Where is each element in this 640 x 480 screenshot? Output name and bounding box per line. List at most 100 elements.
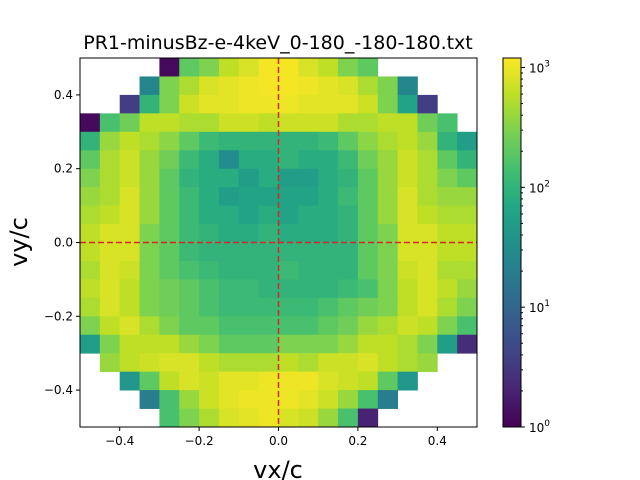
heatmap-cell (159, 131, 180, 151)
heatmap-cell (338, 224, 359, 243)
heatmap-cell (417, 187, 438, 206)
heatmap-cell (377, 224, 398, 243)
heatmap-cell (199, 224, 220, 243)
heatmap-cell (218, 168, 240, 188)
y-tick-label: −0.2 (44, 309, 73, 323)
heatmap-cell (338, 76, 359, 96)
heatmap-cell (457, 297, 478, 317)
heatmap-cell (278, 260, 299, 280)
heatmap-cell (417, 224, 438, 243)
heatmap-cell (278, 187, 299, 206)
heatmap-cell (199, 371, 220, 391)
heatmap-cell (298, 279, 319, 299)
heatmap-cell (179, 58, 200, 77)
heatmap-cell (457, 334, 478, 354)
y-axis-ticks: −0.4 −0.2 0.0 0.2 0.4 (44, 88, 80, 397)
heatmap-cell (457, 279, 478, 299)
heatmap-cell (318, 150, 339, 170)
heatmap-cell (397, 353, 418, 373)
heatmap-cell (80, 224, 101, 243)
heatmap-cell (238, 187, 260, 206)
heatmap-cell (318, 131, 339, 151)
heatmap-cell (357, 371, 379, 391)
heatmap-cell (377, 187, 398, 206)
heatmap-cell (298, 353, 319, 373)
heatmap-cell (417, 205, 438, 225)
colorbar-tick-label: 103 (529, 59, 550, 75)
heatmap-cell (298, 131, 319, 151)
heatmap-cell (99, 334, 121, 354)
heatmap-cell (298, 76, 319, 96)
heatmap-cell (159, 242, 180, 262)
heatmap-cell (99, 205, 121, 225)
heatmap-cell (338, 187, 359, 206)
heatmap-cell (119, 150, 140, 170)
heatmap-cell (357, 316, 379, 336)
heatmap-cell (278, 58, 299, 77)
heatmap-cell (278, 334, 299, 354)
heatmap-cell (179, 224, 200, 243)
heatmap-cell (119, 224, 140, 243)
heatmap-cell (159, 316, 180, 336)
heatmap-cell (318, 390, 339, 409)
heatmap-cell (298, 150, 319, 170)
heatmap-cell (199, 94, 220, 114)
heatmap-cell (179, 168, 200, 188)
heatmap-cell (377, 242, 398, 262)
heatmap-cell (199, 242, 220, 262)
heatmap-cell (139, 316, 160, 336)
heatmap-cell (139, 150, 160, 170)
heatmap-cell (357, 224, 379, 243)
heatmap-cell (437, 242, 458, 262)
x-tick-label: −0.4 (105, 434, 134, 448)
heatmap-cell (139, 94, 160, 114)
heatmap-cell (397, 168, 418, 188)
y-axis-label: vy/c (5, 217, 33, 267)
heatmap-cell (199, 334, 220, 354)
heatmap-cell (218, 353, 240, 373)
heatmap-cell (139, 297, 160, 317)
heatmap-cell (139, 76, 160, 96)
heatmap-cell (80, 113, 101, 133)
heatmap-cell (139, 260, 160, 280)
heatmap-cell (139, 131, 160, 151)
heatmap-cell (218, 260, 240, 280)
heatmap-cell (238, 168, 260, 188)
heatmap-cell (298, 113, 319, 133)
heatmap-cell (179, 131, 200, 151)
heatmap-cell (357, 353, 379, 373)
heatmap-cell (437, 224, 458, 243)
heatmap-cell (258, 334, 279, 354)
heatmap-cell (298, 408, 319, 428)
x-tick-label: 0.2 (348, 434, 367, 448)
x-tick-label: −0.2 (185, 434, 214, 448)
heatmap-cell (80, 205, 101, 225)
heatmap-cell (238, 205, 260, 225)
heatmap-cell (218, 94, 240, 114)
heatmap-cell (278, 390, 299, 409)
heatmap-cell (179, 279, 200, 299)
heatmap-cell (80, 316, 101, 336)
heatmap-cell (218, 224, 240, 243)
heatmap-cell (139, 353, 160, 373)
heatmap-cell (338, 334, 359, 354)
heatmap-cell (119, 334, 140, 354)
heatmap-cell (80, 131, 101, 151)
heatmap-cell (437, 168, 458, 188)
heatmap-cell (338, 297, 359, 317)
heatmap-cell (119, 279, 140, 299)
heatmap-cell (318, 58, 339, 77)
heatmap-cell (80, 168, 101, 188)
heatmap-cell (318, 371, 339, 391)
heatmap-cell (99, 168, 121, 188)
heatmap-cell (99, 260, 121, 280)
heatmap-cell (318, 353, 339, 373)
heatmap-cell (318, 224, 339, 243)
heatmap-cell (258, 94, 279, 114)
heatmap-cell (397, 371, 418, 391)
heatmap-cell (417, 113, 438, 133)
heatmap-cell (278, 76, 299, 96)
colorbar: 100 101 102 103 (502, 57, 550, 435)
heatmap-cell (199, 58, 220, 77)
